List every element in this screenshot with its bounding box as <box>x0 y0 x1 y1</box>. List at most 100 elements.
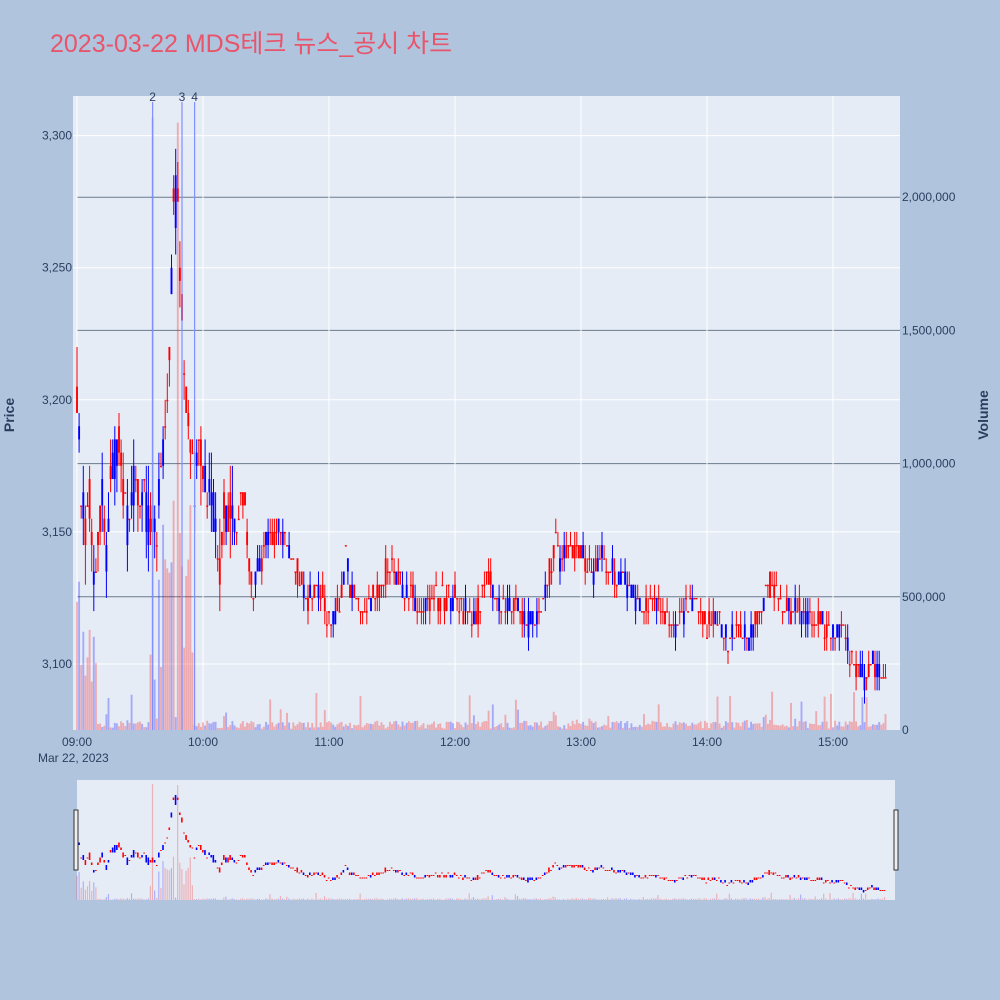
candle-body[interactable] <box>250 571 253 585</box>
candle-body[interactable] <box>626 584 629 598</box>
candle-body[interactable] <box>674 624 677 638</box>
candle-body[interactable] <box>859 663 862 678</box>
candle-body[interactable] <box>241 492 244 506</box>
candle-body[interactable] <box>775 584 778 587</box>
candle-body[interactable] <box>286 545 288 547</box>
candle-body[interactable] <box>752 624 755 638</box>
candlesticks[interactable] <box>76 148 887 704</box>
candle-body[interactable] <box>309 584 312 598</box>
candle-body[interactable] <box>561 558 564 560</box>
candle-body[interactable] <box>643 611 645 613</box>
candle-body[interactable] <box>319 597 322 600</box>
candle-body[interactable] <box>122 479 125 506</box>
candle-body[interactable] <box>489 571 492 585</box>
candle-body[interactable] <box>697 611 700 613</box>
candle-body[interactable] <box>664 611 666 625</box>
candle-body[interactable] <box>766 584 769 587</box>
candle-body[interactable] <box>649 597 652 600</box>
candle-body[interactable] <box>401 584 404 598</box>
candle-body[interactable] <box>672 624 675 626</box>
candle-body[interactable] <box>636 597 639 600</box>
candle-body[interactable] <box>311 597 314 600</box>
candle-body[interactable] <box>884 677 887 679</box>
candle-body[interactable] <box>790 611 792 625</box>
candle-body[interactable] <box>577 545 580 559</box>
candle-body[interactable] <box>86 505 89 507</box>
candle-body[interactable] <box>811 624 813 626</box>
candle-body[interactable] <box>838 624 841 638</box>
candle-body[interactable] <box>718 611 721 613</box>
candle-body[interactable] <box>370 597 372 612</box>
candle-body[interactable] <box>565 545 568 559</box>
candle-body[interactable] <box>162 439 165 466</box>
candle-body[interactable] <box>645 597 648 612</box>
candle-body[interactable] <box>706 637 708 640</box>
candle-body[interactable] <box>244 492 246 506</box>
candle-body[interactable] <box>470 624 473 626</box>
candle-body[interactable] <box>367 597 370 600</box>
candle-body[interactable] <box>727 650 729 653</box>
candle-body[interactable] <box>701 611 704 625</box>
candle-body[interactable] <box>332 611 335 625</box>
candle-body[interactable] <box>659 611 662 613</box>
candle-body[interactable] <box>76 386 78 413</box>
candle-body[interactable] <box>420 611 423 613</box>
candle-body[interactable] <box>231 505 234 519</box>
candle-body[interactable] <box>449 597 452 612</box>
candle-body[interactable] <box>120 452 123 466</box>
candle-body[interactable] <box>842 624 845 626</box>
candle-body[interactable] <box>189 439 192 453</box>
candle-body[interactable] <box>460 597 463 600</box>
candle-body[interactable] <box>638 597 641 612</box>
candle-body[interactable] <box>464 597 467 612</box>
candle-body[interactable] <box>754 611 757 625</box>
candle-body[interactable] <box>844 637 847 640</box>
candle-body[interactable] <box>325 624 328 626</box>
candle-body[interactable] <box>836 624 839 638</box>
candle-body[interactable] <box>78 426 81 440</box>
range-slider-left-handle[interactable] <box>73 809 79 871</box>
candle-body[interactable] <box>174 175 177 229</box>
candle-body[interactable] <box>225 505 228 532</box>
candle-body[interactable] <box>248 558 251 572</box>
candle-body[interactable] <box>281 531 284 546</box>
candle-body[interactable] <box>378 584 381 598</box>
candle-body[interactable] <box>346 558 349 572</box>
candle-body[interactable] <box>773 584 776 598</box>
candle-body[interactable] <box>506 597 509 612</box>
candle-body[interactable] <box>552 545 555 559</box>
candle-body[interactable] <box>157 479 160 506</box>
candle-body[interactable] <box>514 597 517 600</box>
candle-body[interactable] <box>720 624 723 638</box>
candle-body[interactable] <box>330 624 333 626</box>
candle-body[interactable] <box>296 558 299 585</box>
candle-body[interactable] <box>477 597 480 625</box>
candle-body[interactable] <box>468 611 471 613</box>
candle-body[interactable] <box>657 597 660 600</box>
candle-body[interactable] <box>302 584 305 598</box>
candle-body[interactable] <box>466 611 469 613</box>
candle-body[interactable] <box>878 663 881 678</box>
candle-body[interactable] <box>90 531 93 546</box>
candle-body[interactable] <box>237 518 240 521</box>
candle-body[interactable] <box>573 545 576 559</box>
candle-body[interactable] <box>796 611 799 613</box>
candle-body[interactable] <box>313 584 316 598</box>
candle-body[interactable] <box>832 624 834 638</box>
candle-body[interactable] <box>168 346 171 361</box>
range-slider[interactable] <box>77 780 895 900</box>
candle-body[interactable] <box>722 637 725 640</box>
candle-body[interactable] <box>756 611 759 625</box>
candle-body[interactable] <box>128 518 131 521</box>
candle-body[interactable] <box>596 558 599 572</box>
candle-body[interactable] <box>94 571 97 574</box>
candle-body[interactable] <box>481 584 484 587</box>
candle-body[interactable] <box>183 373 186 375</box>
candle-body[interactable] <box>632 584 635 598</box>
candle-body[interactable] <box>848 663 851 666</box>
candle-body[interactable] <box>498 597 501 612</box>
candle-body[interactable] <box>519 611 522 613</box>
candle-body[interactable] <box>82 492 85 519</box>
candle-body[interactable] <box>472 611 475 625</box>
candle-body[interactable] <box>178 267 181 281</box>
